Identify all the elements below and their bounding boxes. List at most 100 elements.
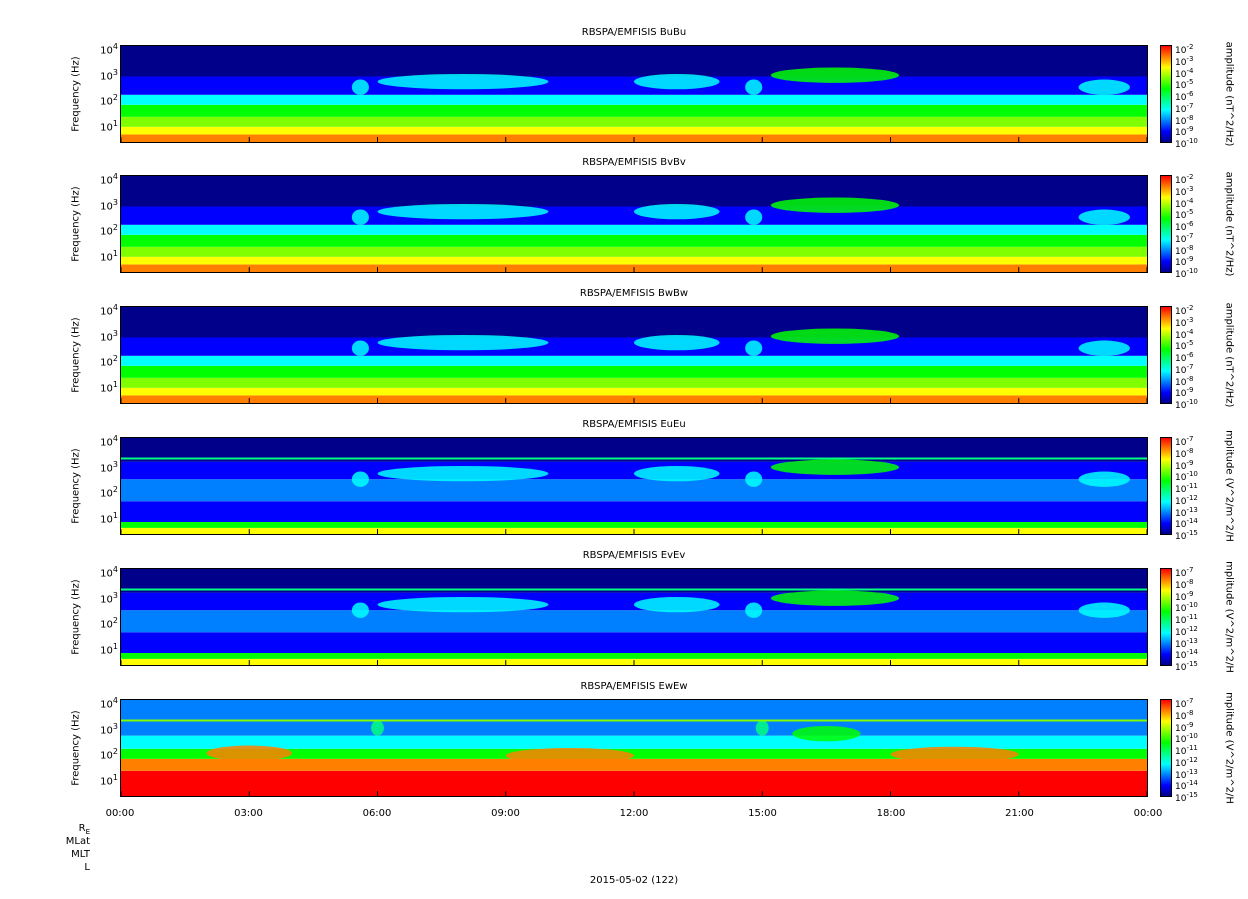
spectrogram-feature bbox=[770, 197, 900, 213]
colorbar-label: amplitude (nT^2/Hz) bbox=[1222, 303, 1236, 408]
colorbar-tick-label: 10-3 bbox=[1175, 316, 1193, 329]
tick-base: 10 bbox=[100, 252, 113, 264]
y-tick-label: 102 bbox=[82, 354, 118, 368]
spectrogram-feature bbox=[770, 590, 900, 606]
spectrogram-band bbox=[121, 337, 1147, 356]
tick-base: 10 bbox=[1175, 211, 1187, 222]
colorbar-tick-label: 10-14 bbox=[1175, 517, 1198, 530]
spectrogram-feature bbox=[351, 602, 369, 618]
tick-base: 10 bbox=[1175, 508, 1187, 519]
tick-exponent: 3 bbox=[112, 459, 118, 469]
tick-exponent: -9 bbox=[1186, 255, 1194, 264]
y-axis-label-text: Frequency (Hz) bbox=[70, 579, 82, 655]
spectrogram-band bbox=[121, 176, 1147, 207]
tick-base: 10 bbox=[1175, 639, 1187, 650]
tick-base: 10 bbox=[1175, 580, 1187, 591]
y-tick-label: 102 bbox=[82, 223, 118, 237]
spectrogram-band bbox=[121, 355, 1147, 366]
tick-base: 10 bbox=[100, 776, 113, 788]
tick-base: 10 bbox=[1175, 270, 1187, 280]
tick-exponent: 3 bbox=[112, 721, 118, 731]
spectrogram-feature bbox=[351, 340, 369, 356]
tick-exponent: -6 bbox=[1186, 351, 1194, 359]
colorbar-label-text: amplitude (nT^2/Hz) bbox=[1223, 171, 1235, 277]
tick-base: 10 bbox=[100, 699, 113, 711]
spectrogram-feature bbox=[377, 73, 549, 90]
tick-base: 10 bbox=[1175, 700, 1187, 710]
tick-base: 10 bbox=[1175, 723, 1187, 734]
x-tick-label: 09:00 bbox=[491, 808, 520, 819]
y-tick-label: 101 bbox=[82, 642, 118, 656]
y-axis-label-text: Frequency (Hz) bbox=[70, 317, 82, 393]
y-tick-label: 102 bbox=[82, 485, 118, 499]
tick-base: 10 bbox=[1175, 176, 1187, 186]
tick-exponent: 3 bbox=[112, 590, 118, 600]
spectrogram-band bbox=[121, 758, 1147, 771]
panel-title: RBSPA/EMFISIS BuBu bbox=[581, 27, 687, 38]
tick-exponent: -13 bbox=[1186, 636, 1198, 645]
tick-exponent: -4 bbox=[1186, 327, 1194, 336]
tick-base: 10 bbox=[1175, 485, 1187, 495]
spectrogram-band bbox=[121, 569, 1147, 593]
tick-exponent: 2 bbox=[112, 223, 118, 233]
tick-base: 10 bbox=[100, 45, 113, 57]
x-tick-label: 00:00 bbox=[1133, 808, 1163, 819]
tick-base: 10 bbox=[100, 462, 113, 474]
tick-base: 10 bbox=[1175, 532, 1187, 542]
tick-base: 10 bbox=[1175, 140, 1187, 150]
tick-base: 10 bbox=[100, 200, 113, 212]
tick-base: 10 bbox=[100, 96, 113, 108]
spectrogram-feature bbox=[505, 747, 634, 764]
tick-base: 10 bbox=[1175, 246, 1187, 257]
tick-base: 10 bbox=[1175, 711, 1187, 722]
y-tick-label: 103 bbox=[82, 68, 118, 82]
spectrogram-bands bbox=[121, 46, 1147, 142]
colorbar bbox=[1160, 306, 1172, 404]
y-tick-label: 104 bbox=[82, 42, 118, 56]
y-axis-label: Frequency (Hz) bbox=[70, 306, 82, 404]
colorbar-tick-label: 10-8 bbox=[1175, 578, 1193, 591]
y-axis-label: Frequency (Hz) bbox=[70, 437, 82, 535]
tick-exponent: -2 bbox=[1186, 173, 1194, 181]
colorbar-label: mplitude (V^2/m^2/H bbox=[1222, 692, 1236, 804]
y-axis-label: Frequency (Hz) bbox=[70, 175, 82, 273]
colorbar bbox=[1160, 699, 1172, 797]
colorbar-tick-label: 10-8 bbox=[1175, 244, 1193, 257]
tick-base: 10 bbox=[1175, 389, 1187, 400]
ephemeris-label: MLat bbox=[65, 836, 90, 847]
spectrogram-image bbox=[121, 569, 1147, 665]
y-axis-label: Frequency (Hz) bbox=[70, 45, 82, 143]
colorbar-tick-label: 10-7 bbox=[1175, 566, 1193, 579]
tick-base: 10 bbox=[100, 619, 113, 631]
tick-exponent: -7 bbox=[1186, 566, 1194, 574]
x-tick-label: 18:00 bbox=[876, 808, 906, 819]
y-axis-label: Frequency (Hz) bbox=[70, 568, 82, 666]
tick-exponent: 3 bbox=[112, 67, 118, 77]
tick-exponent: 2 bbox=[112, 93, 118, 103]
colorbar-tick-label: 10-5 bbox=[1175, 208, 1193, 221]
spectrogram-band bbox=[121, 501, 1147, 522]
tick-base: 10 bbox=[100, 70, 113, 82]
tick-exponent: 1 bbox=[112, 249, 118, 259]
spectrogram-band bbox=[121, 246, 1147, 257]
colorbar-tick-label: 10-7 bbox=[1175, 102, 1193, 115]
spectrogram-feature bbox=[634, 334, 720, 351]
tick-base: 10 bbox=[1175, 93, 1187, 103]
tick-base: 10 bbox=[100, 437, 113, 449]
tick-base: 10 bbox=[1175, 234, 1187, 245]
colorbar-tick-label: 10-3 bbox=[1175, 185, 1193, 198]
ephemeris-label: RE bbox=[78, 823, 90, 836]
tick-exponent: -8 bbox=[1186, 708, 1194, 717]
tick-exponent: -8 bbox=[1186, 243, 1194, 252]
spectrogram-band bbox=[121, 104, 1147, 117]
tick-exponent: -9 bbox=[1186, 720, 1194, 729]
tick-exponent: -5 bbox=[1186, 78, 1194, 87]
tick-base: 10 bbox=[1175, 496, 1187, 507]
tick-base: 10 bbox=[100, 175, 113, 187]
x-tick-label: 12:00 bbox=[619, 808, 649, 819]
colorbar-label-text: mplitude (V^2/m^2/H bbox=[1223, 561, 1235, 673]
tick-exponent: -11 bbox=[1186, 613, 1198, 621]
spectrogram-feature bbox=[770, 459, 900, 475]
tick-exponent: -4 bbox=[1186, 66, 1194, 75]
y-tick-label: 103 bbox=[82, 329, 118, 343]
